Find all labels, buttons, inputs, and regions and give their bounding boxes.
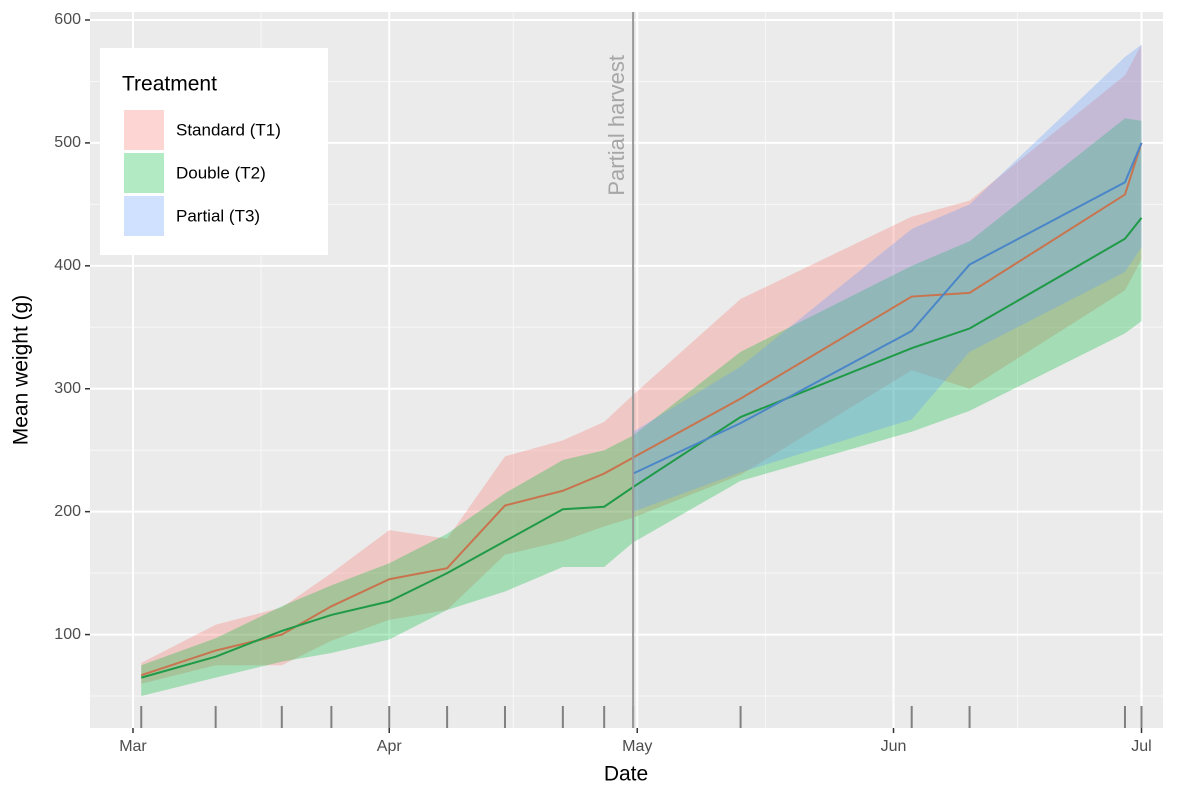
legend-key: [124, 196, 164, 236]
x-tick-label: Jul: [1131, 738, 1151, 755]
y-axis-title: Mean weight (g): [10, 295, 33, 446]
ribbon: [633, 44, 1142, 512]
x-tick-label: Mar: [119, 738, 147, 755]
legend-key: [124, 153, 164, 193]
y-tick-label: 100: [54, 626, 81, 643]
line: [140, 217, 1143, 679]
y-tick-label: 200: [54, 503, 81, 520]
legend-label: Partial (T3): [176, 206, 260, 225]
x-tick-label: Jun: [881, 738, 907, 755]
x-tick-label: Apr: [377, 738, 403, 755]
legend-key: [124, 110, 164, 150]
y-tick-label: 300: [54, 380, 81, 397]
y-tick-label: 500: [54, 134, 81, 151]
legend-label: Double (T2): [176, 163, 266, 182]
legend-label: Standard (T1): [176, 120, 281, 139]
ribbon: [141, 118, 1142, 697]
x-axis-title: Date: [604, 763, 648, 786]
y-tick-label: 600: [54, 11, 81, 28]
legend-title: Treatment: [122, 73, 217, 96]
x-tick-label: May: [622, 738, 652, 755]
ribbon: [141, 44, 1142, 684]
legend: Treatment Standard (T1) Double (T2) Partial…: [100, 48, 328, 255]
annotation-label: Partial harvest: [604, 55, 629, 196]
line: [632, 142, 1143, 475]
y-tick-label: 400: [54, 257, 81, 274]
legend-box: [100, 48, 328, 255]
